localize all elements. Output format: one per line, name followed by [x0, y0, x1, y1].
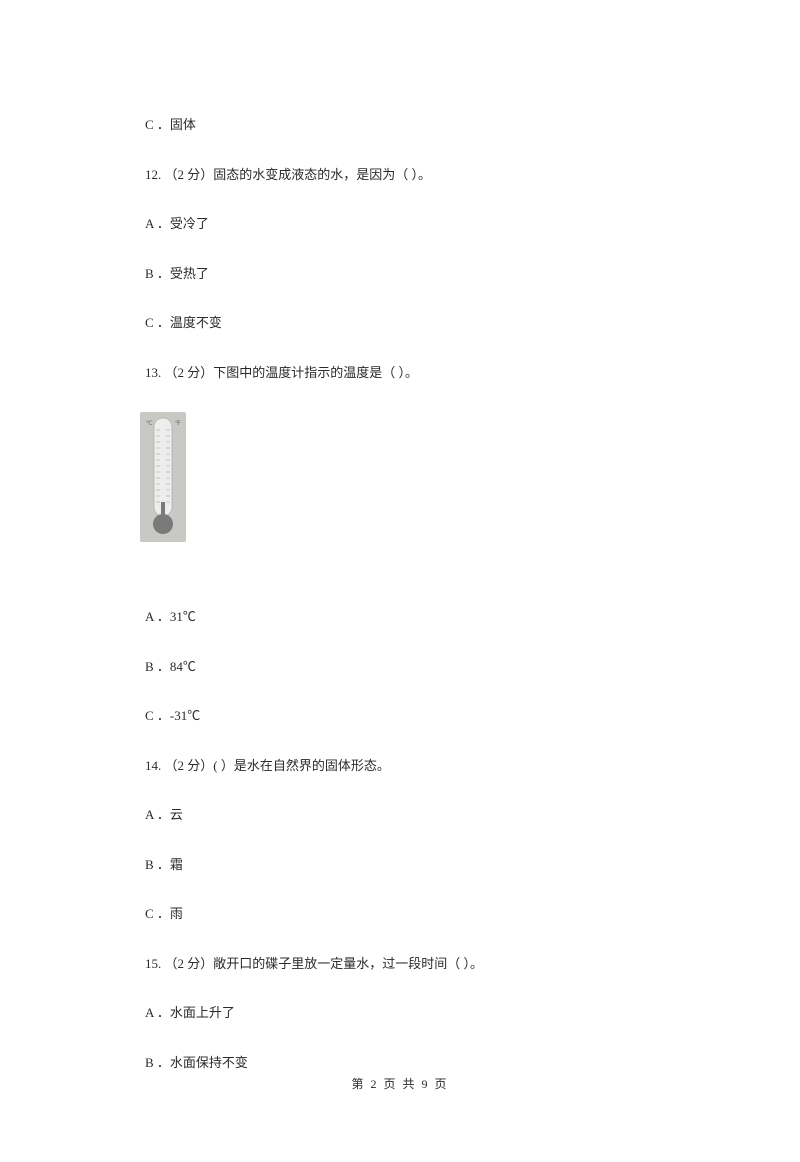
q13-option-b: B ．84℃: [145, 657, 655, 677]
q12-option-c: C ．温度不变: [145, 313, 655, 333]
q14-stem: 14. （2 分）( ）是水在自然界的固体形态。: [145, 756, 655, 776]
thermometer-image: ℃ ℉: [140, 412, 655, 542]
q12-option-a: A ．受冷了: [145, 214, 655, 234]
q13-option-a: A ．31℃: [145, 607, 655, 627]
q14-option-c: C ．雨: [145, 904, 655, 924]
q15-option-a: A ．水面上升了: [145, 1003, 655, 1023]
page-footer: 第 2 页 共 9 页: [0, 1075, 800, 1092]
svg-text:℃: ℃: [146, 421, 153, 427]
q13-option-c: C ．-31℃: [145, 706, 655, 726]
q15-option-b: B ．水面保持不变: [145, 1053, 655, 1073]
q12-option-b: B ．受热了: [145, 264, 655, 284]
q15-stem: 15. （2 分）敞开口的碟子里放一定量水，过一段时间（ ）。: [145, 954, 655, 974]
q11-option-c: C ．固体: [145, 115, 655, 135]
q14-option-a: A ．云: [145, 805, 655, 825]
q13-stem: 13. （2 分）下图中的温度计指示的温度是（ ）。: [145, 363, 655, 383]
q12-stem: 12. （2 分）固态的水变成液态的水，是因为（ ）。: [145, 165, 655, 185]
q14-option-b: B ．霜: [145, 855, 655, 875]
svg-text:℉: ℉: [175, 421, 181, 427]
